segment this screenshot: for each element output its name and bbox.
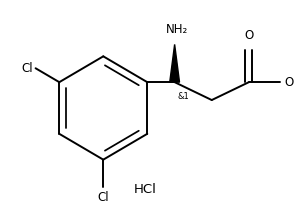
Text: HCl: HCl <box>134 183 157 196</box>
Text: O: O <box>284 76 293 89</box>
Polygon shape <box>170 44 180 82</box>
Text: Cl: Cl <box>21 62 33 75</box>
Text: &1: &1 <box>178 92 189 101</box>
Text: Cl: Cl <box>97 191 109 204</box>
Text: NH₂: NH₂ <box>165 23 188 36</box>
Text: O: O <box>244 29 253 42</box>
